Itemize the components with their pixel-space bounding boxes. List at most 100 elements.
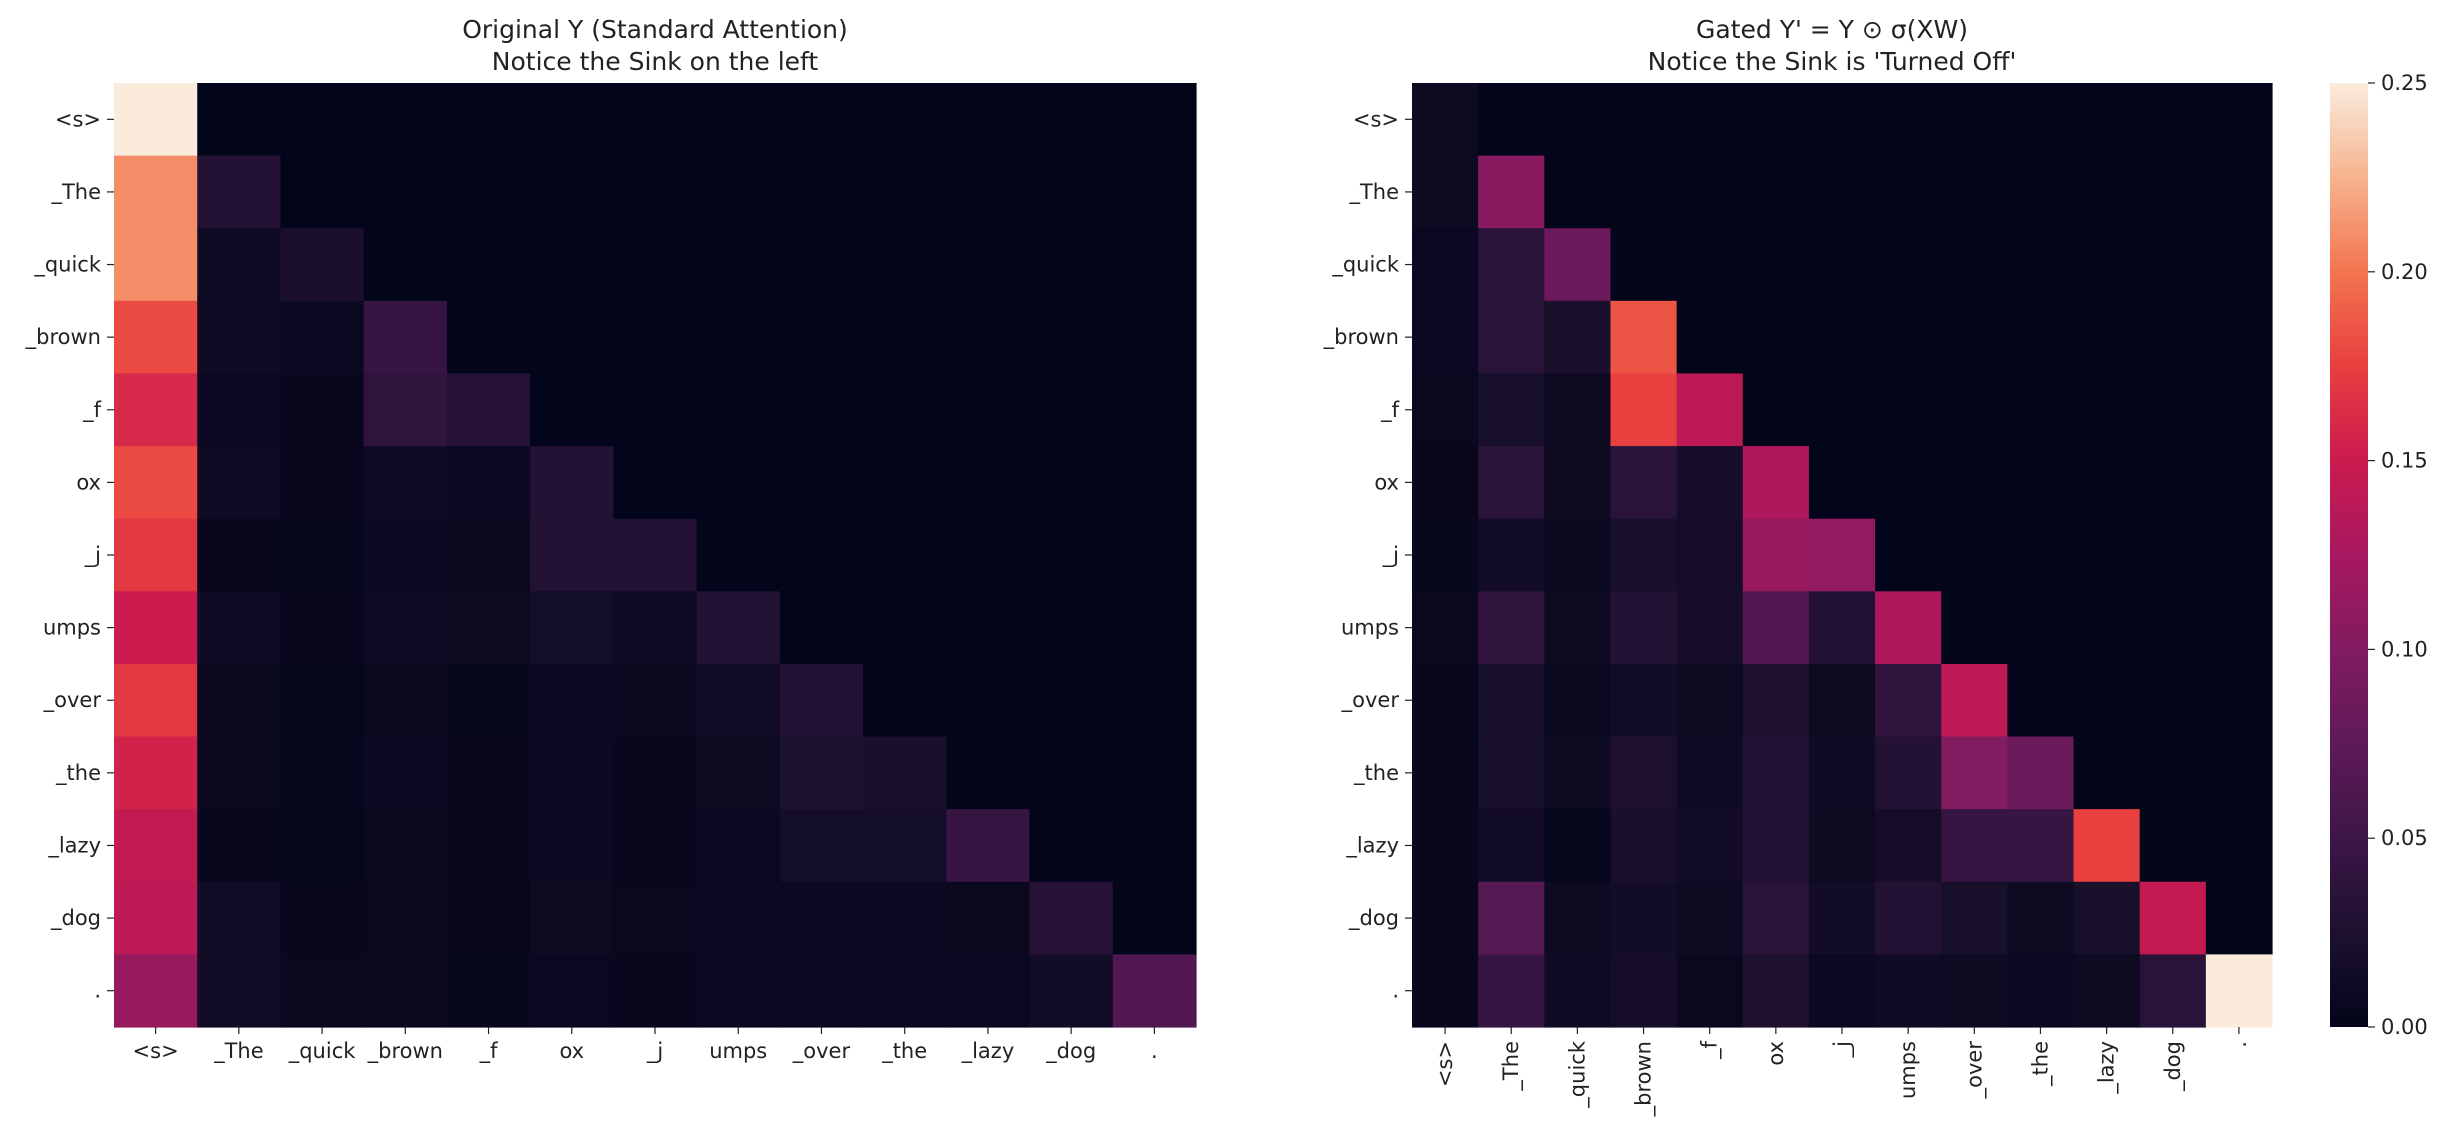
heatmap-cell (363, 881, 448, 955)
x-tick-label: _quick (1565, 1040, 1590, 1109)
y-tick-label: _The (50, 180, 101, 205)
heatmap-cell (863, 954, 947, 1028)
heatmap-cell (1029, 591, 1114, 665)
heatmap-cell (613, 663, 698, 738)
x-tick-label: _The (213, 1039, 264, 1064)
x-tick-label: _the (2028, 1041, 2053, 1087)
heatmap-cell (1875, 83, 1942, 157)
heatmap-cell (1544, 83, 1612, 157)
heatmap-cell (613, 446, 698, 520)
heatmap-cell (779, 155, 864, 229)
y-tick-label: . (94, 979, 101, 1003)
heatmap-cell (2205, 446, 2273, 520)
heatmap-cell (613, 300, 698, 375)
heatmap-cell (779, 83, 864, 157)
heatmap-cell (2139, 736, 2207, 810)
heatmap-cell (114, 373, 198, 447)
x-tick-label: umps (1896, 1041, 1920, 1099)
heatmap-cell (197, 736, 282, 810)
heatmap-cell (696, 300, 781, 375)
heatmap-cell (863, 300, 947, 375)
heatmap-cell (2007, 155, 2075, 229)
heatmap-cell (1029, 809, 1114, 883)
heatmap-cell (1029, 954, 1114, 1028)
heatmap-cell (1808, 518, 1876, 592)
heatmap-cell (779, 591, 864, 665)
heatmap-cell (1676, 954, 1744, 1028)
heatmap-cell (1941, 83, 2008, 157)
heatmap-cell (1676, 300, 1744, 375)
heatmap-cell (530, 663, 614, 738)
heatmap-cell (1742, 881, 1810, 955)
heatmap-cell (197, 155, 282, 229)
heatmap-cell (197, 881, 282, 955)
y-tick-label: _the (55, 761, 101, 786)
heatmap-cell (1742, 736, 1810, 810)
x-tick-label: _the (881, 1039, 927, 1064)
heatmap-cell (1676, 518, 1744, 592)
heatmap-cell (1112, 155, 1197, 229)
heatmap-cell (1478, 518, 1545, 592)
heatmap-cell (2139, 663, 2207, 738)
heatmap-cell (363, 954, 448, 1028)
heatmap-cell (1875, 373, 1942, 447)
heatmap-cell (1875, 591, 1942, 665)
heatmap-cell (1610, 663, 1678, 738)
y-tick-label: ox (76, 470, 101, 494)
heatmap-cell (2007, 518, 2075, 592)
heatmap-cell (1742, 809, 1810, 883)
heatmap-cell (446, 300, 531, 375)
heatmap-cell (1112, 736, 1197, 810)
x-tick-label: _dog (2161, 1041, 2186, 1092)
heatmap-cell (2073, 446, 2141, 520)
heatmap-cell (530, 373, 614, 447)
heatmap-cell (1676, 809, 1744, 883)
heatmap-cell (613, 954, 698, 1028)
heatmap-cell (2205, 736, 2273, 810)
heatmap-cell (114, 518, 198, 592)
heatmap-cell (530, 954, 614, 1028)
heatmap-cell (1941, 155, 2008, 229)
heatmap-cell (1029, 518, 1114, 592)
heatmap-cell (1029, 228, 1114, 302)
heatmap-cell (1412, 83, 1479, 157)
heatmap-cell (1941, 300, 2008, 375)
heatmap-cell (1676, 228, 1744, 302)
x-tick-label: _lazy (2095, 1041, 2120, 1095)
x-tick-label: <s> (1433, 1041, 1457, 1087)
colorbar-tick-label: 0.25 (2381, 71, 2428, 95)
heatmap-cell (1478, 663, 1545, 738)
heatmap-cell (2007, 881, 2075, 955)
heatmap-cell (779, 736, 864, 810)
heatmap-cell (1875, 954, 1942, 1028)
heatmap-cell (2205, 155, 2273, 229)
heatmap-cell (2007, 663, 2075, 738)
heatmap-cell (613, 591, 698, 665)
heatmap-cell (2139, 83, 2207, 157)
heatmap-cell (613, 881, 698, 955)
heatmap-cell (114, 663, 198, 738)
heatmap-cell (1742, 83, 1810, 157)
heatmap-cell (363, 518, 448, 592)
heatmap-cell (863, 663, 947, 738)
y-tick-label: _dog (50, 906, 101, 931)
heatmap-cell (363, 228, 448, 302)
heatmap-cell (2007, 809, 2075, 883)
y-tick-label: _over (1341, 688, 1400, 713)
heatmap-cell (1112, 954, 1197, 1028)
heatmap-cell (1875, 446, 1942, 520)
heatmap-cell (280, 83, 365, 157)
colorbar-tick-label: 0.15 (2381, 449, 2428, 473)
heatmap-cell (1029, 83, 1114, 157)
x-tick-label: _over (792, 1039, 851, 1064)
heatmap-cell (280, 954, 365, 1028)
x-tick-label: <s> (133, 1039, 179, 1063)
heatmap-cell (946, 83, 1031, 157)
heatmap-cell (1112, 663, 1197, 738)
y-tick-label: _dog (1348, 906, 1399, 931)
heatmap-cell (446, 446, 531, 520)
chart-title-line-2: Notice the Sink on the left (492, 47, 819, 76)
y-tick-label: <s> (1353, 107, 1399, 131)
heatmap-cell (946, 809, 1031, 883)
heatmap-cell (1029, 373, 1114, 447)
